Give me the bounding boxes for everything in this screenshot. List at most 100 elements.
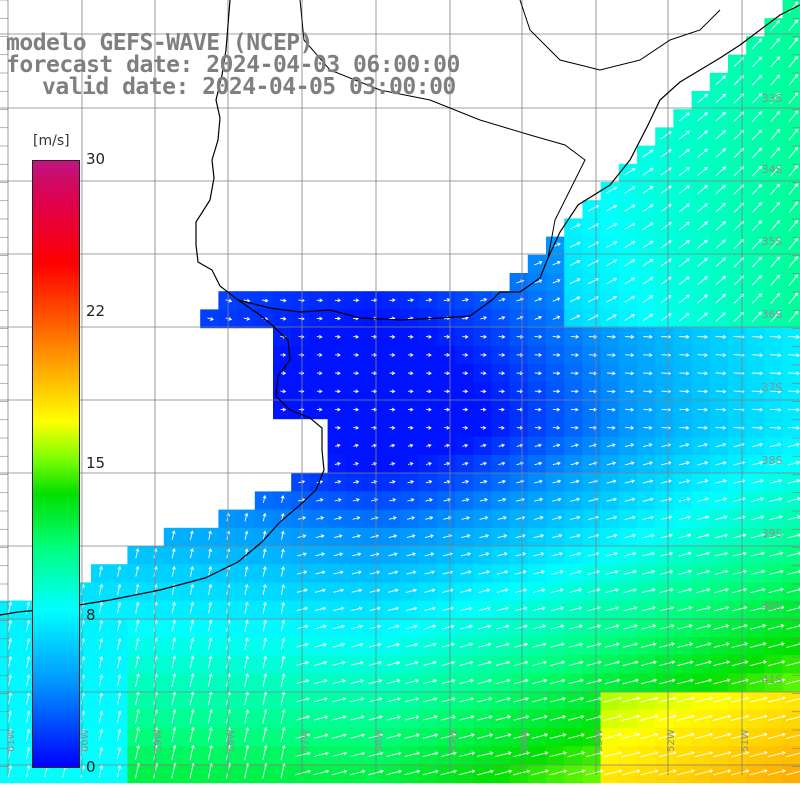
wind-arrow — [768, 642, 785, 648]
wind-arrow — [589, 425, 598, 430]
wind-arrow — [694, 732, 714, 740]
wind-arrow — [532, 624, 547, 630]
wind-arrow — [98, 764, 104, 778]
wind-arrow — [697, 294, 708, 304]
wind-arrow — [189, 619, 195, 632]
wind-arrow — [678, 497, 691, 502]
wind-arrow — [280, 495, 285, 503]
longitude-label: 53W — [594, 729, 605, 752]
wind-arrow — [640, 732, 659, 740]
wind-cell — [746, 273, 765, 292]
wind-arrow — [713, 642, 730, 648]
wind-arrow — [444, 407, 451, 412]
wind-arrow — [496, 642, 510, 648]
wind-arrow — [660, 515, 673, 521]
wind-arrow — [678, 130, 690, 140]
wind-arrow — [386, 751, 402, 757]
wind-arrow — [334, 498, 342, 502]
wind-arrow — [732, 515, 747, 521]
wind-arrow — [424, 552, 435, 557]
wind-arrow — [477, 696, 493, 703]
wind-arrow — [731, 624, 748, 630]
wind-arrow — [677, 587, 693, 594]
wind-arrow — [280, 673, 286, 687]
wind-arrow — [351, 624, 364, 630]
wind-arrow — [295, 733, 311, 739]
wind-arrow — [426, 371, 432, 376]
wind-arrow — [333, 534, 343, 539]
wind-arrow — [422, 769, 439, 776]
wind-arrow — [495, 715, 512, 721]
wind-arrow — [516, 407, 524, 412]
wind-arrow — [407, 443, 414, 448]
wind-arrow — [642, 204, 654, 212]
wind-arrow — [460, 552, 472, 557]
wind-arrow — [441, 624, 455, 630]
wind-arrow — [714, 569, 729, 575]
wind-arrow — [280, 298, 287, 303]
wind-arrow — [349, 751, 366, 757]
wind-arrow — [697, 425, 708, 430]
wind-arrow — [531, 751, 549, 758]
wind-arrow — [751, 202, 763, 213]
wind-arrow — [660, 551, 674, 557]
wind-arrow — [425, 298, 433, 302]
wind-arrow — [715, 239, 726, 249]
wind-arrow — [769, 426, 782, 430]
wind-arrow — [625, 353, 635, 357]
wind-arrow — [715, 335, 727, 339]
wind-arrow — [532, 660, 547, 666]
wind-arrow — [334, 316, 341, 321]
wind-arrow — [406, 534, 416, 539]
wind-arrow — [386, 697, 401, 703]
wind-arrow — [389, 371, 396, 376]
wind-arrow — [135, 601, 140, 614]
wind-arrow — [389, 353, 396, 357]
wind-arrow — [407, 334, 414, 339]
wind-arrow — [624, 479, 636, 484]
wind-arrow — [751, 460, 764, 466]
wind-arrow — [694, 714, 714, 721]
graticule — [0, 0, 800, 775]
wind-arrow — [7, 746, 13, 760]
wind-arrow — [569, 260, 581, 266]
wind-arrow — [679, 312, 690, 322]
wind-arrow — [441, 642, 455, 648]
wind-arrow — [678, 112, 690, 122]
wind-arrow — [494, 769, 513, 776]
wind-arrow — [769, 515, 783, 521]
wind-arrow — [712, 769, 732, 776]
wind-arrow — [569, 515, 581, 520]
wind-arrow — [7, 764, 13, 778]
wind-arrow — [660, 276, 672, 285]
wind-arrow — [262, 673, 268, 687]
latitude-label: 38S — [762, 454, 783, 467]
wind-arrow — [314, 642, 328, 648]
wind-arrow — [785, 716, 800, 721]
wind-arrow — [388, 516, 397, 520]
wind-arrow — [585, 769, 604, 776]
wind-arrow — [514, 606, 528, 612]
wind-arrow — [714, 497, 728, 502]
wind-arrow — [715, 275, 726, 286]
wind-arrow — [642, 277, 654, 285]
wind-arrow — [334, 298, 342, 303]
colorbar-tick-30: 30 — [86, 150, 106, 168]
wind-arrow — [768, 569, 784, 575]
wind-arrow — [349, 769, 366, 776]
wind-arrow — [660, 131, 672, 140]
wind-arrow — [552, 315, 561, 320]
wind-arrow — [643, 371, 653, 376]
wind-arrow — [532, 642, 547, 648]
wind-arrow — [335, 371, 341, 376]
wind-arrow — [770, 256, 781, 268]
wind-arrow — [769, 442, 782, 448]
wind-arrow — [624, 314, 636, 321]
colorbar-unit-label: [m/s] — [33, 133, 70, 149]
wind-arrow — [569, 296, 581, 303]
wind-arrow — [406, 552, 417, 557]
wind-arrow — [715, 257, 726, 268]
wind-arrow — [262, 726, 268, 742]
